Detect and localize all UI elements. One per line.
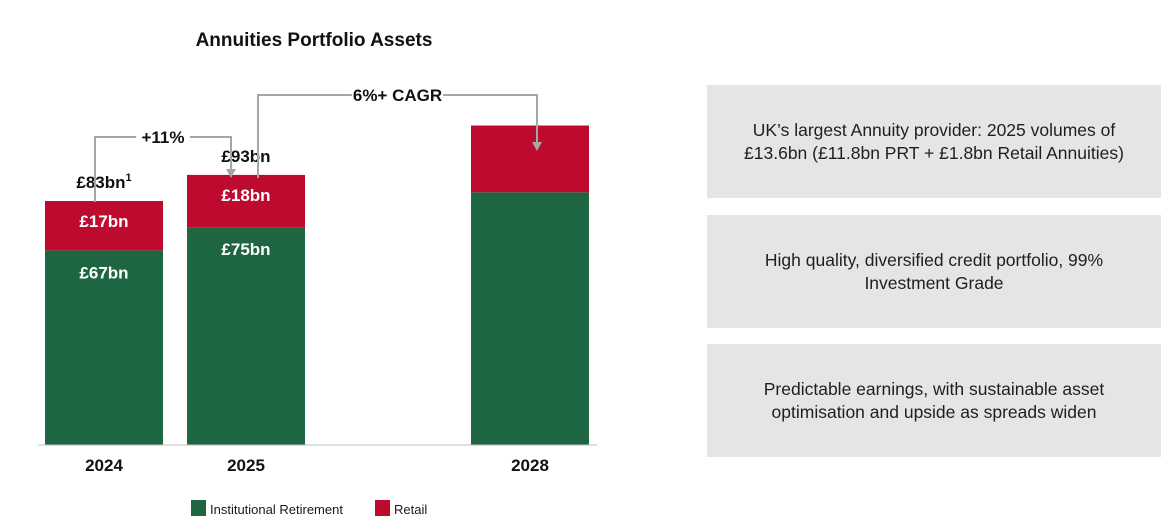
x-axis-label: 2024 (85, 456, 123, 475)
growth-annotation-yoy: +11% (94, 128, 236, 202)
legend-retail: Retail (375, 500, 427, 517)
statement-panel-earnings: Predictable earnings, with sustainable a… (707, 344, 1161, 457)
annuities-chart: Annuities Portfolio Assets £67bn £17bn £75… (38, 30, 597, 517)
x-axis-label: 2025 (227, 456, 265, 475)
statement-text: Predictable earnings, with sustainable a… (763, 378, 1105, 422)
growth-annotation-yoy-arrowhead (226, 169, 236, 178)
bar-total-label: £93bn (221, 147, 270, 166)
growth-annotation-cagr: 6%+ CAGR (257, 86, 542, 178)
statement-panel-market-position: UK’s largest Annuity provider: 2025 volu… (707, 85, 1161, 198)
x-axis-label: 2028 (511, 456, 549, 475)
bar-institutional-retirement-2025 (187, 227, 305, 445)
bar-value-label: £67bn (79, 263, 128, 282)
bar-total-label: £83bn1 (76, 172, 131, 192)
statement-text: High quality, diversified credit portfol… (764, 249, 1104, 293)
legend-institutional-retirement: Institutional Retirement (191, 500, 343, 517)
bar-retail-2024 (45, 201, 163, 251)
bar-retail-2028 (471, 125, 589, 193)
bar-value-label: £18bn (221, 186, 270, 205)
bar-institutional-retirement-2028 (471, 192, 589, 445)
growth-annotation-yoy-label: +11% (141, 128, 184, 147)
growth-annotation-yoy-connector-left (94, 136, 137, 202)
growth-annotation-cagr-connector-left (257, 94, 352, 178)
growth-annotation-cagr-connector-right (443, 94, 538, 143)
bar-value-label: £17bn (79, 212, 128, 231)
legend-swatch (375, 500, 390, 516)
growth-annotation-cagr-label: 6%+ CAGR (353, 86, 442, 105)
bar-value-label: £75bn (221, 240, 270, 259)
bar-retail-2025 (187, 174, 305, 228)
legend-swatch (191, 500, 206, 516)
chart-title: Annuities Portfolio Assets (196, 30, 433, 51)
legend-label: Institutional Retirement (210, 502, 343, 517)
statement-panel-credit-quality: High quality, diversified credit portfol… (707, 215, 1161, 328)
growth-annotation-cagr-arrowhead (532, 142, 542, 151)
statement-text: UK’s largest Annuity provider: 2025 volu… (744, 119, 1124, 163)
growth-annotation-yoy-connector-right (189, 136, 232, 170)
legend-label: Retail (394, 502, 427, 517)
bar-institutional-retirement-2024 (45, 250, 163, 445)
